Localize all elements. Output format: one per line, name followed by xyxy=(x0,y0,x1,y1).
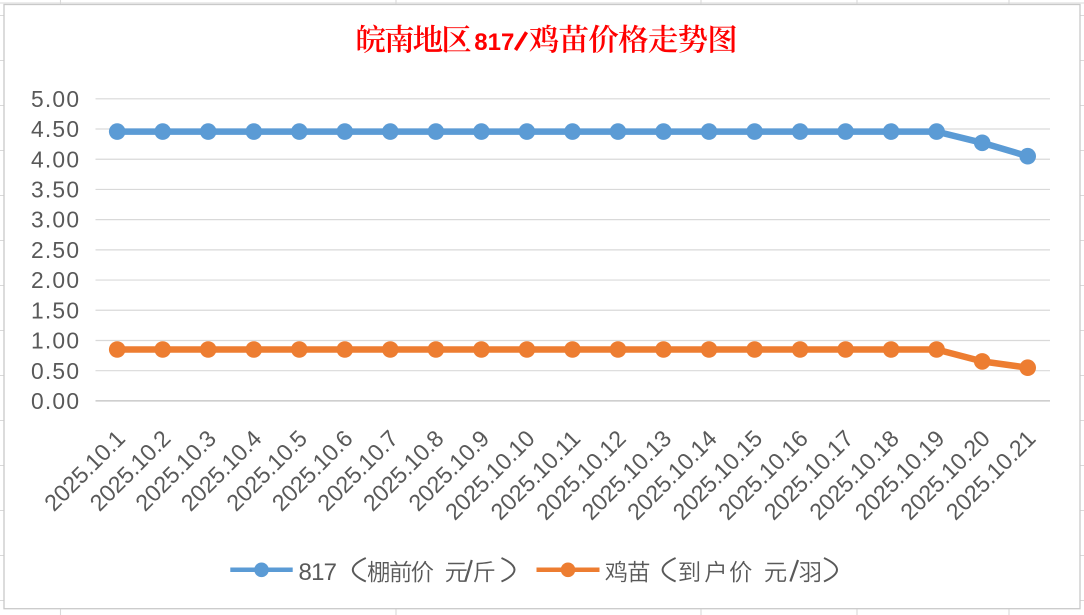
svg-text:817: 817 xyxy=(299,559,338,586)
svg-text:5.00: 5.00 xyxy=(31,86,79,112)
svg-text:3.50: 3.50 xyxy=(31,177,79,203)
svg-text:817: 817 xyxy=(474,29,514,56)
svg-text:1.50: 1.50 xyxy=(31,297,79,323)
svg-text:1.00: 1.00 xyxy=(31,328,79,354)
svg-text:0.50: 0.50 xyxy=(31,358,79,384)
svg-text:2.50: 2.50 xyxy=(31,237,79,263)
svg-text:3.00: 3.00 xyxy=(31,207,79,233)
svg-text:4.00: 4.00 xyxy=(31,146,79,172)
svg-text:0.00: 0.00 xyxy=(31,388,79,414)
svg-text:4.50: 4.50 xyxy=(31,116,79,142)
svg-text:2.00: 2.00 xyxy=(31,267,79,293)
